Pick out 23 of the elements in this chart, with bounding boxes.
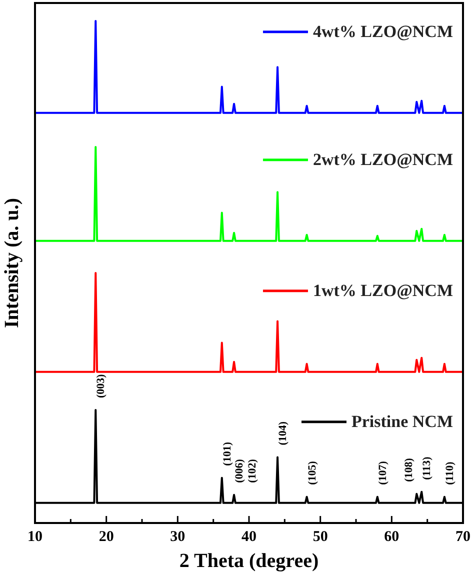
x-tick-label: 20	[98, 529, 114, 545]
annotation: (113)	[421, 456, 434, 480]
x-tick-label: 40	[242, 529, 256, 545]
x-tick-label: 70	[456, 529, 470, 545]
annotation: (110)	[444, 461, 456, 485]
x-tick-label: 30	[170, 529, 186, 545]
annotation: (003)	[95, 374, 108, 398]
y-axis-title: Intensity (a. u.)	[1, 198, 23, 328]
annotation: (006)	[234, 458, 246, 483]
annotation: (104)	[277, 421, 290, 446]
legend-label: 1wt% LZO@NCM	[312, 280, 453, 300]
annotation: (105)	[306, 460, 318, 485]
legend-label: 2wt% LZO@NCM	[312, 150, 453, 169]
x-tick-label: 50	[312, 529, 328, 545]
x-tick-label: 60	[384, 529, 400, 545]
annotation: (102)	[246, 458, 259, 483]
x-tick-label: 10	[28, 529, 42, 545]
legend-label: Pristine NCM	[351, 412, 453, 431]
x-axis-title: 2 Theta (degree)	[179, 550, 319, 572]
annotation: (101)	[221, 442, 234, 466]
annotation: (107)	[376, 460, 389, 485]
annotation: (108)	[403, 458, 416, 482]
legend-label: 4wt% LZO@NCM	[312, 22, 453, 41]
